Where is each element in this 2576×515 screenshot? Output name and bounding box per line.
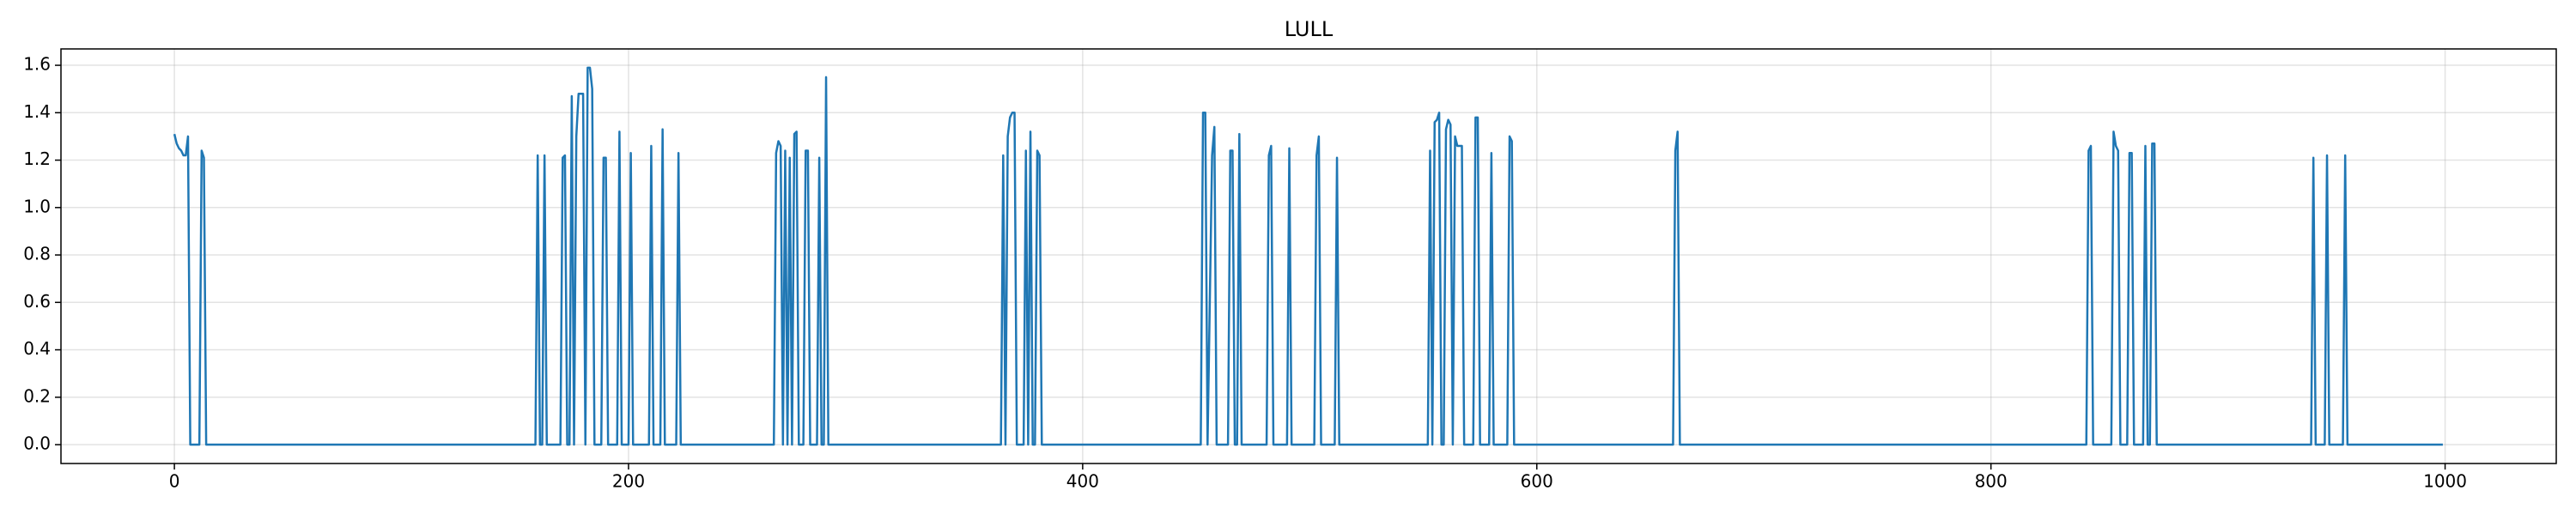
data-line <box>173 66 2443 446</box>
plot-frame <box>60 48 2557 464</box>
y-tick-label: 1.2 <box>23 148 51 169</box>
y-tick-label: 0.4 <box>23 338 51 359</box>
y-tick-label: 1.0 <box>23 196 51 216</box>
y-tick-label: 0.8 <box>23 244 51 264</box>
x-tick-label: 200 <box>612 471 645 492</box>
x-tick-label: 600 <box>1521 471 1553 492</box>
y-tick-label: 0.2 <box>23 385 51 406</box>
y-tick-label: 0.0 <box>23 433 51 454</box>
y-tick-label: 0.6 <box>23 291 51 312</box>
x-tick-label: 400 <box>1066 471 1099 492</box>
x-tick-label: 800 <box>1975 471 2008 492</box>
x-tick-label: 0 <box>169 471 180 492</box>
chart-title: LULL <box>1285 17 1334 41</box>
y-tick-label: 1.6 <box>23 54 51 75</box>
x-tick-label: 1000 <box>2423 471 2467 492</box>
y-tick-label: 1.4 <box>23 101 51 122</box>
